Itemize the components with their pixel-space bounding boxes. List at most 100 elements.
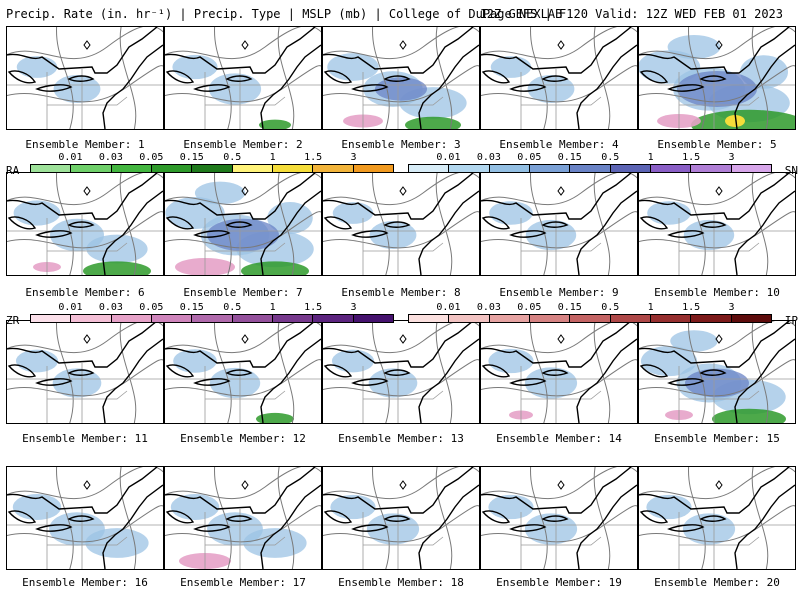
- coastlines: [639, 467, 795, 569]
- state-borders: [639, 509, 795, 569]
- rain-tick-label: 0.5: [223, 152, 242, 163]
- ensemble-map-panel: [480, 172, 638, 276]
- state-borders: [7, 69, 163, 129]
- precip-map: [165, 173, 321, 275]
- ensemble-map-panel: [322, 466, 480, 570]
- state-borders: [7, 215, 163, 275]
- state-borders: [481, 69, 637, 129]
- rain-precip-area: [241, 261, 309, 275]
- ensemble-member-label: Ensemble Member: 14: [496, 432, 622, 445]
- zr-tick-label: 0.15: [179, 302, 204, 313]
- coastlines: [323, 467, 479, 569]
- ensemble-member-label: Ensemble Member: 6: [25, 286, 145, 299]
- ip-swatch: [409, 315, 450, 322]
- coastlines: [639, 27, 795, 129]
- pressure-center-marker: [241, 40, 249, 50]
- rain-swatch: [313, 165, 354, 172]
- snow-tick-label: 0.01: [436, 152, 461, 163]
- precip-map: [7, 173, 163, 275]
- ip-tick-label: 1.5: [682, 302, 701, 313]
- pressure-center-marker: [715, 186, 723, 196]
- pressure-center-marker: [241, 334, 249, 344]
- ensemble-map-panel: [6, 320, 164, 424]
- coastlines: [165, 27, 321, 129]
- state-borders: [165, 69, 321, 129]
- pressure-center-marker: [241, 480, 249, 490]
- snow-swatch: [449, 165, 490, 172]
- coastlines: [639, 173, 795, 275]
- pressure-center-marker: [83, 40, 91, 50]
- precip-map: [7, 27, 163, 129]
- coastlines: [7, 467, 163, 569]
- snow-tick-label: 3: [728, 152, 735, 163]
- coastlines: [7, 173, 163, 275]
- zr-swatch: [313, 315, 354, 322]
- ensemble-member-label: Ensemble Member: 8: [341, 286, 461, 299]
- pressure-center-marker: [557, 40, 565, 50]
- precip-map: [639, 173, 795, 275]
- rain-swatch: [192, 165, 233, 172]
- rain-tick-label: 1: [269, 152, 276, 163]
- precip-map: [481, 173, 637, 275]
- state-borders: [481, 215, 637, 275]
- ensemble-map-panel: [480, 466, 638, 570]
- precip-map: [165, 467, 321, 569]
- snow-swatch: [691, 165, 732, 172]
- zr-swatch: [71, 315, 112, 322]
- state-borders: [7, 509, 163, 569]
- product-title: Precip. Rate (in. hr⁻¹) | Precip. Type |…: [6, 7, 563, 21]
- pressure-center-marker: [83, 186, 91, 196]
- rain-precip-area: [256, 412, 294, 423]
- zr-tick-label: 3: [350, 302, 357, 313]
- pressure-center-marker: [399, 40, 407, 50]
- ensemble-map-panel: [638, 26, 796, 130]
- rain-colorbar: RA 0.01 0.03 0.05 0.15 0.5 1 1.5 3: [6, 148, 398, 178]
- pressure-center-marker: [557, 186, 565, 196]
- ensemble-map-panel: [164, 466, 322, 570]
- state-borders: [7, 363, 163, 423]
- ensemble-member-label: Ensemble Member: 18: [338, 576, 464, 589]
- precip-map: [7, 321, 163, 423]
- snow-tick-label: 1.5: [682, 152, 701, 163]
- state-borders: [323, 509, 479, 569]
- ensemble-member-label: Ensemble Member: 16: [22, 576, 148, 589]
- snow-swatch: [529, 165, 571, 172]
- pressure-center-marker: [83, 334, 91, 344]
- ensemble-member-label: Ensemble Member: 4: [499, 138, 619, 151]
- ensemble-map-panel: [6, 172, 164, 276]
- ensemble-map-panel: [638, 320, 796, 424]
- zr-swatch: [111, 315, 152, 322]
- header-bar: Precip. Rate (in. hr⁻¹) | Precip. Type |…: [0, 0, 800, 26]
- ensemble-map-panel: [164, 172, 322, 276]
- snow-colorbar: SN 0.01 0.03 0.05 0.15 0.5 1 1.5 3: [406, 148, 798, 178]
- zr-swatch: [272, 315, 314, 322]
- snow-precip-area: [332, 202, 417, 250]
- rain-precip-area: [405, 116, 461, 129]
- coastlines: [481, 467, 637, 569]
- coastlines: [7, 27, 163, 129]
- ensemble-member-label: Ensemble Member: 5: [657, 138, 777, 151]
- precip-map: [323, 27, 479, 129]
- state-borders: [165, 509, 321, 569]
- state-borders: [639, 363, 795, 423]
- pressure-center-marker: [715, 480, 723, 490]
- snow-precip-area: [165, 181, 314, 268]
- rain-tick-label: 1.5: [304, 152, 323, 163]
- ip-swatch: [489, 315, 530, 322]
- ip-swatch: [691, 315, 732, 322]
- precip-map: [323, 173, 479, 275]
- precip-map: [639, 321, 795, 423]
- ensemble-map-panel: [638, 466, 796, 570]
- pressure-center-marker: [241, 186, 249, 196]
- precip-map: [7, 467, 163, 569]
- ensemble-map-panel: [164, 320, 322, 424]
- coastlines: [165, 321, 321, 423]
- ensemble-map-panel: [480, 26, 638, 130]
- pressure-center-marker: [557, 334, 565, 344]
- ensemble-member-label: Ensemble Member: 15: [654, 432, 780, 445]
- coastlines: [165, 173, 321, 275]
- ip-swatch: [650, 315, 692, 322]
- coastlines: [323, 173, 479, 275]
- snow-swatch: [610, 165, 651, 172]
- snow-swatch: [731, 165, 771, 172]
